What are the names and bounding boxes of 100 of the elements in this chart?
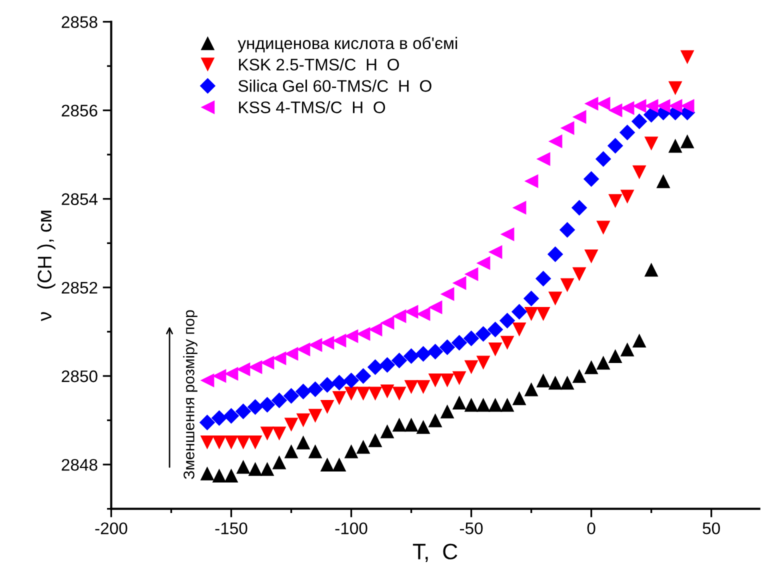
- y-tick-label: 2852: [62, 282, 98, 294]
- point: [355, 368, 372, 384]
- point: [259, 396, 276, 413]
- point: [427, 344, 444, 360]
- point: [631, 114, 648, 130]
- point: [296, 342, 310, 356]
- point: [272, 426, 286, 440]
- point: [200, 373, 214, 388]
- point: [380, 384, 394, 398]
- point: [584, 250, 598, 264]
- point: [368, 433, 382, 448]
- point: [548, 292, 562, 306]
- point: [680, 50, 694, 64]
- point: [607, 138, 624, 154]
- point: [271, 392, 288, 408]
- point: [247, 399, 264, 415]
- point: [332, 391, 346, 406]
- point: [260, 462, 274, 476]
- point: [440, 373, 454, 388]
- point: [512, 322, 526, 336]
- point: [536, 373, 550, 388]
- point: [560, 121, 574, 135]
- point: [391, 352, 408, 368]
- point: [535, 270, 552, 286]
- point: [524, 307, 538, 321]
- point: [547, 246, 564, 262]
- annotation: Зменшення розміру пор: [183, 310, 198, 480]
- point: [488, 245, 502, 259]
- point: [584, 96, 598, 111]
- point: [416, 307, 430, 321]
- point: [236, 362, 250, 376]
- point: [428, 300, 442, 314]
- point: [668, 138, 682, 153]
- y-tick-label: 2850: [62, 370, 98, 382]
- point: [452, 371, 466, 386]
- point: [464, 267, 478, 282]
- y-axis-title: ν (CH ), см: [37, 210, 56, 322]
- point: [380, 316, 394, 330]
- point: [248, 360, 262, 374]
- point: [500, 227, 514, 242]
- point: [320, 336, 334, 350]
- point: [236, 435, 250, 450]
- point: [476, 256, 490, 270]
- point: [380, 424, 394, 438]
- point: [523, 290, 540, 306]
- point: [512, 391, 526, 406]
- y-tick-label: 2856: [62, 104, 98, 117]
- point: [559, 222, 576, 238]
- point: [620, 342, 634, 356]
- point: [331, 374, 348, 390]
- point: [440, 404, 454, 418]
- point: [452, 276, 466, 290]
- point: [536, 307, 550, 321]
- x-tick-label: -50: [460, 522, 483, 534]
- point: [500, 336, 514, 350]
- point: [212, 369, 226, 383]
- x-tick-label: -100: [335, 522, 368, 534]
- point: [284, 346, 298, 361]
- point: [500, 398, 514, 412]
- point: [680, 134, 694, 148]
- point: [392, 386, 406, 401]
- point: [356, 386, 370, 401]
- point: [464, 360, 478, 374]
- point: [344, 444, 358, 458]
- point: [620, 101, 634, 116]
- point: [320, 458, 334, 472]
- point: [236, 460, 250, 474]
- legend-label: ундиценова кислота в об'ємі: [238, 36, 458, 52]
- point: [595, 151, 612, 167]
- point: [344, 329, 358, 344]
- point: [224, 468, 238, 483]
- point: [499, 312, 516, 329]
- point: [428, 413, 442, 428]
- legend-label: KSS 4-TMS/C H O: [239, 101, 386, 114]
- point: [392, 309, 406, 324]
- point: [404, 380, 418, 394]
- point: [308, 338, 322, 352]
- point: [572, 369, 586, 383]
- point: [272, 351, 286, 366]
- point: [332, 334, 346, 348]
- point: [344, 386, 358, 401]
- point: [656, 98, 670, 113]
- point: [439, 339, 456, 356]
- point: [200, 435, 214, 450]
- x-axis-title: T, C: [412, 544, 458, 562]
- x-tick-label: -200: [95, 522, 128, 534]
- point: [656, 174, 670, 188]
- point: [284, 444, 298, 458]
- point: [548, 376, 562, 390]
- point: [356, 326, 370, 341]
- point: [536, 152, 550, 166]
- point: [428, 373, 442, 388]
- point: [223, 408, 240, 424]
- point: [632, 98, 646, 113]
- legend-label: Silica Gel 60-TMS/C H O: [238, 80, 432, 92]
- point: [308, 444, 322, 458]
- point: [284, 418, 298, 432]
- y-tick-label: 2854: [62, 193, 98, 206]
- point: [680, 98, 694, 113]
- point: [524, 382, 538, 396]
